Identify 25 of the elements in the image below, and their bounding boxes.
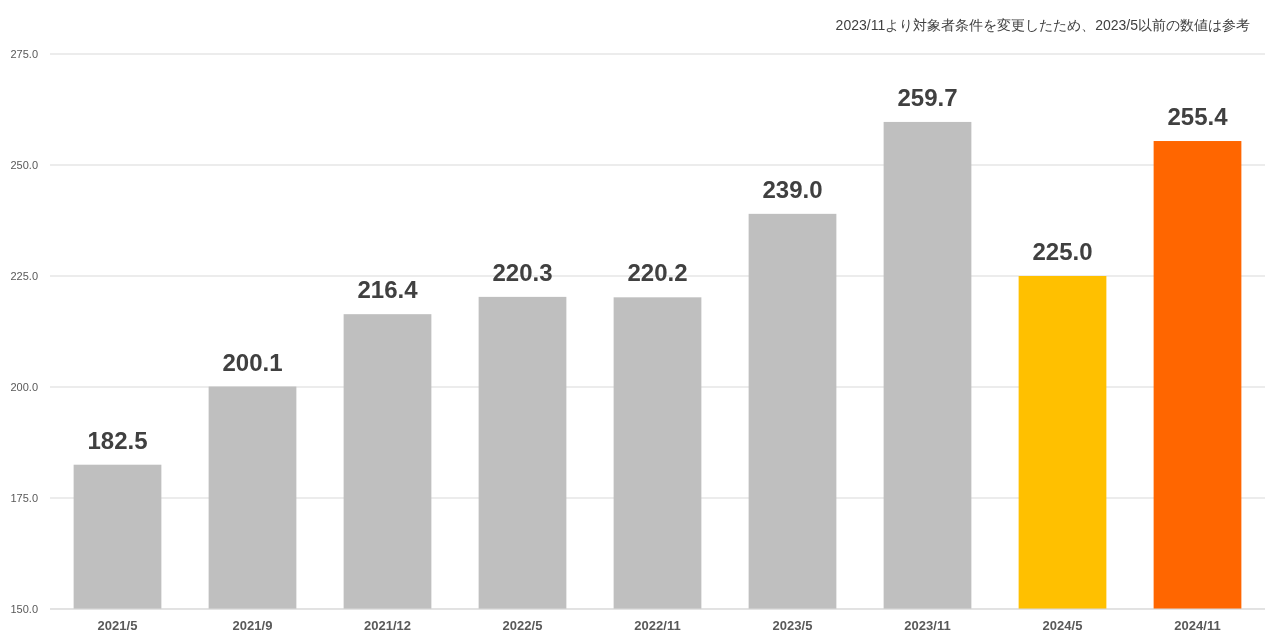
data-label: 220.2 bbox=[627, 259, 688, 287]
data-label: 225.0 bbox=[1032, 238, 1093, 265]
x-tick-label: 2021/5 bbox=[97, 618, 138, 633]
x-tick-label: 2024/11 bbox=[1174, 618, 1221, 633]
y-tick-label: 275.0 bbox=[10, 48, 38, 60]
data-label: 216.4 bbox=[357, 276, 419, 304]
data-label: 220.3 bbox=[492, 258, 553, 286]
y-tick-label: 150.0 bbox=[10, 603, 38, 615]
x-tick-label: 2024/5 bbox=[1042, 618, 1083, 633]
y-tick-label: 250.0 bbox=[10, 159, 38, 171]
x-tick-label: 2023/11 bbox=[904, 618, 951, 633]
data-label: 239.0 bbox=[762, 175, 823, 203]
data-label: 259.7 bbox=[897, 83, 958, 111]
x-tick-label: 2021/12 bbox=[364, 618, 411, 633]
x-tick-label: 2022/11 bbox=[634, 618, 681, 633]
y-tick-label: 225.0 bbox=[10, 270, 38, 282]
data-label: 200.1 bbox=[222, 348, 283, 376]
y-tick-label: 175.0 bbox=[10, 492, 38, 504]
x-tick-label: 2023/5 bbox=[772, 618, 813, 633]
data-label: 255.4 bbox=[1167, 103, 1229, 131]
data-label: 182.5 bbox=[87, 426, 148, 454]
x-tick-label: 2022/5 bbox=[502, 618, 543, 633]
text: 2023/11より対象者条件を変更したため、2023/5以前の数値は参考 bbox=[835, 17, 1250, 33]
x-tick-label: 2021/9 bbox=[232, 618, 273, 633]
y-tick-label: 200.0 bbox=[10, 381, 38, 393]
